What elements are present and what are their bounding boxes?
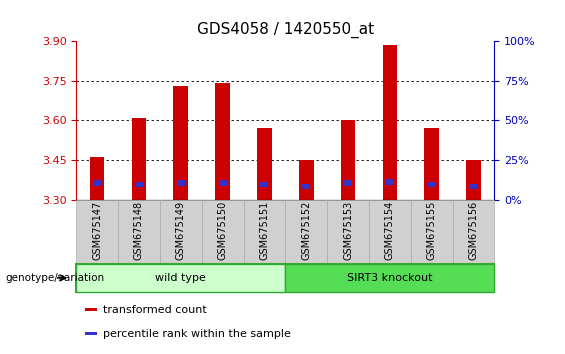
Bar [132, 118, 146, 200]
Text: genotype/variation: genotype/variation [6, 273, 105, 283]
Text: SIRT3 knockout: SIRT3 knockout [347, 273, 433, 283]
Bar [90, 157, 105, 200]
Bar [470, 183, 477, 189]
Bar [202, 200, 244, 264]
Bar [344, 180, 352, 186]
Text: transformed count: transformed count [103, 305, 207, 315]
Text: wild type: wild type [155, 273, 206, 283]
Bar [244, 200, 285, 264]
Bar [327, 200, 369, 264]
Bar [219, 180, 227, 186]
Bar [260, 182, 268, 187]
Bar [76, 264, 285, 292]
Bar [411, 200, 453, 264]
Text: percentile rank within the sample: percentile rank within the sample [103, 329, 292, 338]
Text: GSM675150: GSM675150 [218, 201, 228, 260]
Text: GSM675149: GSM675149 [176, 201, 186, 260]
Bar [341, 120, 355, 200]
Text: GSM675148: GSM675148 [134, 201, 144, 260]
Bar [386, 179, 394, 185]
Bar [369, 200, 411, 264]
Text: GSM675152: GSM675152 [301, 201, 311, 260]
Bar [85, 308, 97, 311]
Bar [76, 200, 118, 264]
Text: GSM675154: GSM675154 [385, 201, 395, 260]
Bar [93, 180, 101, 186]
Bar [302, 183, 310, 189]
Text: GSM675153: GSM675153 [343, 201, 353, 260]
Text: GSM675151: GSM675151 [259, 201, 270, 260]
Bar [383, 45, 397, 200]
Bar [160, 200, 202, 264]
Bar [118, 200, 160, 264]
Text: GSM675147: GSM675147 [92, 201, 102, 260]
Bar [285, 200, 327, 264]
Text: GSM675155: GSM675155 [427, 201, 437, 260]
Bar [453, 200, 494, 264]
Bar [424, 128, 439, 200]
Bar [285, 264, 494, 292]
Bar [428, 182, 436, 187]
Bar [257, 128, 272, 200]
Bar [299, 160, 314, 200]
Bar [85, 332, 97, 335]
Bar [173, 86, 188, 200]
Bar [135, 182, 143, 187]
Bar [215, 82, 230, 200]
Title: GDS4058 / 1420550_at: GDS4058 / 1420550_at [197, 22, 374, 38]
Bar [177, 180, 185, 186]
Bar [466, 160, 481, 200]
Text: GSM675156: GSM675156 [468, 201, 479, 260]
